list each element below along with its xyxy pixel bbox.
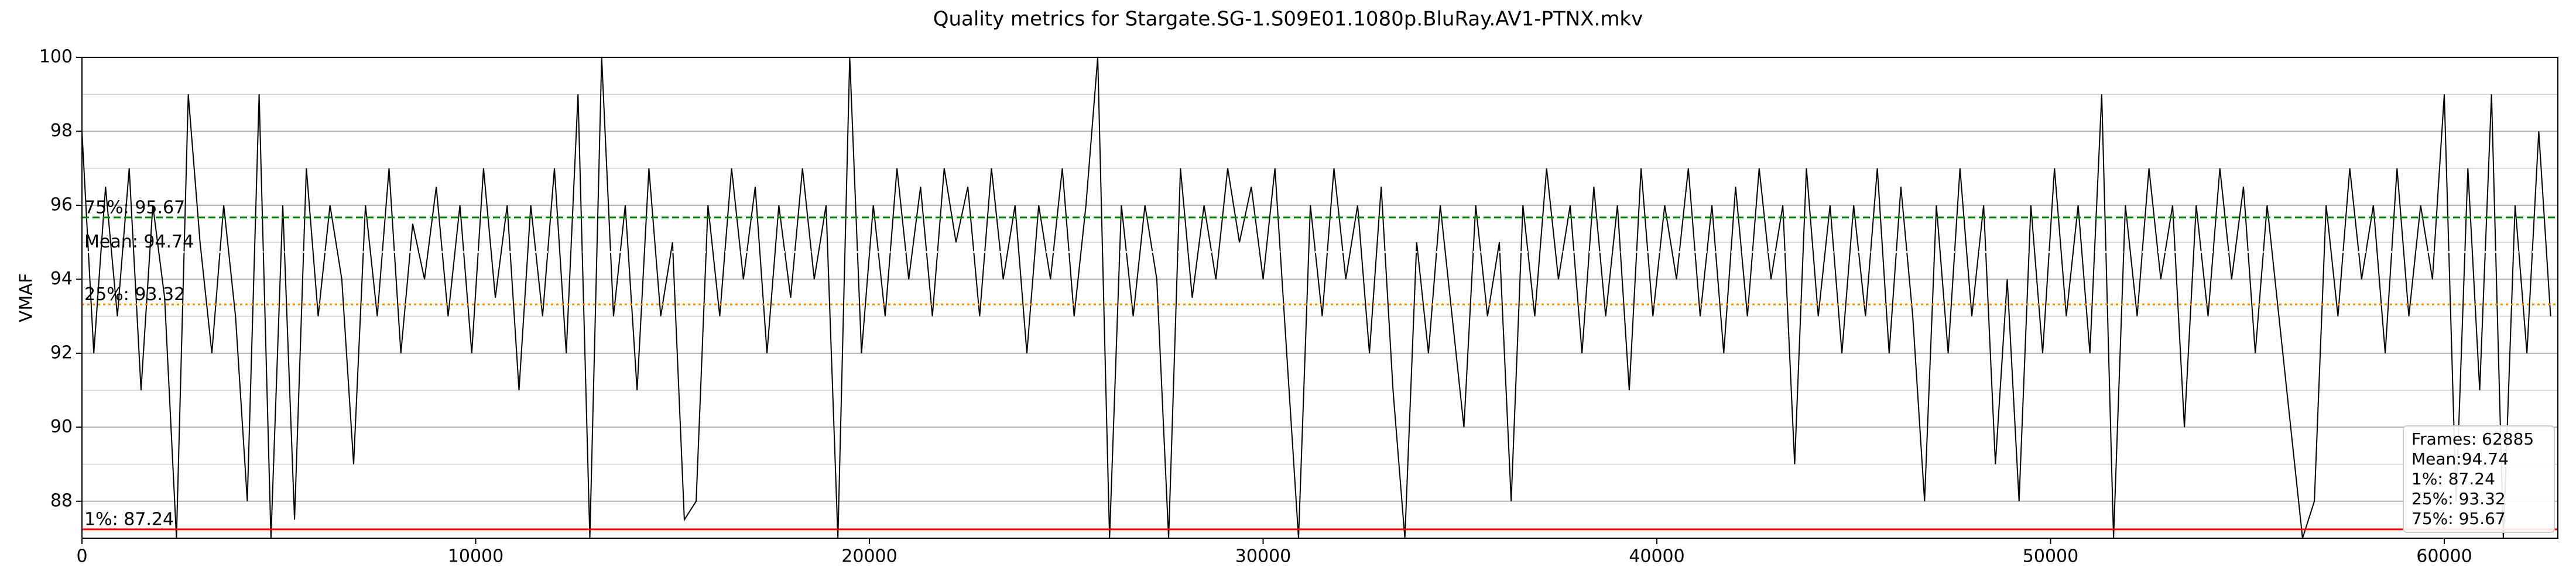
y-axis-label: VMAF — [16, 273, 37, 322]
stats-text: 1%: 87.24 — [2411, 469, 2495, 488]
y-tick-label: 92 — [50, 342, 73, 363]
stats-text: 25%: 93.32 — [2411, 489, 2506, 508]
stats-text: 75%: 95.67 — [2411, 509, 2506, 528]
x-tick-label: 30000 — [1235, 546, 1291, 567]
reference-label: 25%: 93.32 — [84, 284, 185, 305]
chart-title: Quality metrics for Stargate.SG-1.S09E01… — [933, 8, 1643, 31]
y-tick-label: 90 — [50, 417, 73, 437]
y-tick-label: 100 — [39, 47, 73, 67]
y-tick-label: 96 — [50, 194, 73, 215]
x-tick-label: 10000 — [448, 546, 503, 567]
data-line — [82, 57, 2551, 538]
plot-frame — [81, 57, 2558, 539]
x-tick-label: 60000 — [2416, 546, 2472, 567]
y-tick-label: 88 — [50, 490, 73, 511]
stats-box — [2403, 425, 2555, 533]
y-tick-label: 94 — [50, 269, 73, 289]
reference-label: 75%: 95.67 — [84, 197, 185, 218]
x-tick-label: 50000 — [2023, 546, 2078, 567]
x-tick-label: 40000 — [1629, 546, 1684, 567]
x-tick-label: 0 — [76, 546, 87, 567]
x-tick-label: 20000 — [841, 546, 897, 567]
stats-text: Frames: 62885 — [2411, 429, 2534, 449]
y-tick-label: 98 — [50, 121, 73, 141]
reference-label: 1%: 87.24 — [84, 509, 174, 529]
stats-text: Mean:94.74 — [2411, 449, 2509, 469]
reference-label: Mean: 94.74 — [84, 232, 194, 252]
